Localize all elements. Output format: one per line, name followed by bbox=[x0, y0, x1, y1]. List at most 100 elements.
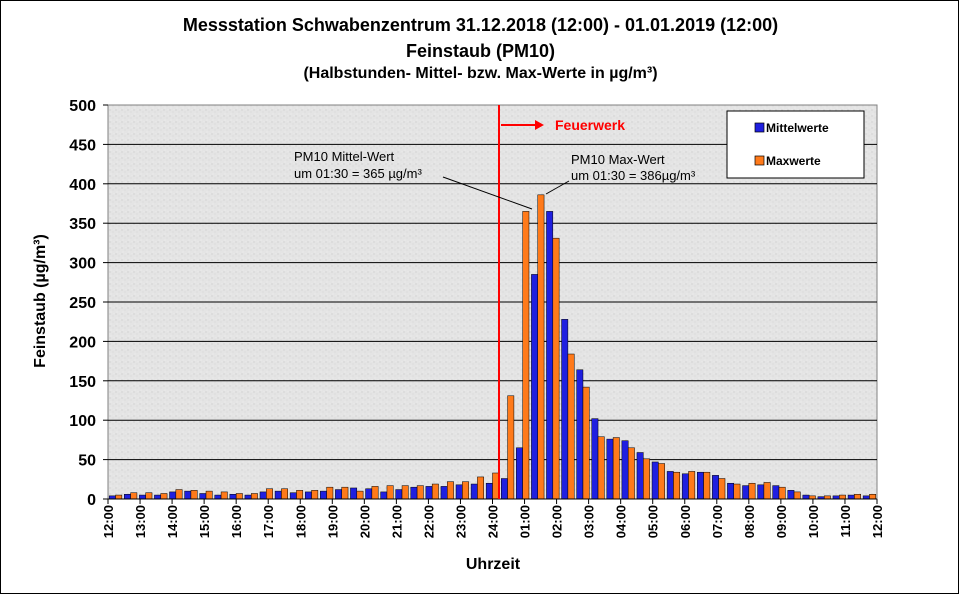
bar-maxwerte-38 bbox=[688, 471, 696, 500]
bar-mittelwerte-27 bbox=[516, 447, 523, 500]
bar-mittelwerte-22 bbox=[440, 486, 448, 500]
x-tick-label: 09:00 bbox=[774, 505, 789, 538]
x-tick-label: 08:00 bbox=[742, 505, 757, 538]
bar-maxwerte-21 bbox=[431, 483, 439, 500]
x-tick-label: 23:00 bbox=[453, 505, 468, 538]
event-arrowhead bbox=[535, 120, 544, 130]
bar-mittelwerte-1 bbox=[124, 494, 131, 500]
x-tick-label: 24:00 bbox=[486, 505, 501, 538]
y-tick-label: 0 bbox=[87, 492, 96, 509]
bar-mittelwerte-18 bbox=[380, 491, 388, 500]
bar-maxwerte-45 bbox=[793, 491, 801, 500]
x-tick-label: 11:00 bbox=[838, 505, 853, 538]
bar-maxwerte-48 bbox=[839, 494, 846, 500]
bar-maxwerte-23 bbox=[462, 481, 469, 500]
mean-note-line2: um 01:30 = 365 µg/m³ bbox=[294, 166, 422, 181]
bar-mittelwerte-35 bbox=[636, 452, 644, 500]
bar-mittelwerte-11 bbox=[274, 490, 282, 500]
bar-maxwerte-28 bbox=[537, 194, 545, 500]
bar-mittelwerte-25 bbox=[485, 482, 493, 500]
x-tick-label: 14:00 bbox=[165, 505, 180, 538]
chart-subtitle: Feinstaub (PM10) bbox=[405, 41, 556, 61]
y-tick-label: 500 bbox=[69, 98, 96, 115]
x-tick-label: 05:00 bbox=[646, 505, 661, 538]
bar-maxwerte-36 bbox=[658, 463, 665, 500]
y-tick-label: 400 bbox=[69, 177, 96, 194]
bar-maxwerte-0 bbox=[115, 494, 123, 500]
bar-maxwerte-14 bbox=[326, 486, 334, 500]
x-tick-label: 12:00 bbox=[101, 505, 116, 538]
bar-mittelwerte-24 bbox=[470, 483, 478, 500]
bar-mittelwerte-39 bbox=[697, 471, 704, 500]
bar-mittelwerte-37 bbox=[666, 471, 674, 500]
x-tick-label: 02:00 bbox=[550, 505, 565, 538]
bars bbox=[108, 194, 877, 500]
x-tick-label: 01:00 bbox=[518, 505, 533, 538]
bar-maxwerte-30 bbox=[567, 353, 575, 500]
y-axis-ticks: 0 50 100 150 200 250 300 350 400 450 500 bbox=[69, 98, 108, 509]
x-tick-label: 10:00 bbox=[806, 505, 821, 538]
bar-maxwerte-29 bbox=[552, 237, 560, 500]
bar-maxwerte-5 bbox=[190, 490, 198, 500]
bar-mittelwerte-46 bbox=[802, 494, 810, 500]
bar-maxwerte-40 bbox=[718, 478, 726, 500]
bar-maxwerte-13 bbox=[311, 490, 319, 500]
legend-label-maxwerte: Maxwerte bbox=[766, 154, 821, 168]
bar-mittelwerte-12 bbox=[289, 492, 297, 500]
x-tick-label: 22:00 bbox=[421, 505, 436, 538]
bar-mittelwerte-34 bbox=[621, 440, 629, 500]
y-tick-label: 200 bbox=[69, 334, 96, 351]
bar-maxwerte-9 bbox=[250, 493, 258, 500]
bar-maxwerte-39 bbox=[703, 471, 711, 500]
x-tick-label: 04:00 bbox=[614, 505, 629, 538]
bar-mittelwerte-36 bbox=[651, 461, 659, 500]
bar-mittelwerte-10 bbox=[259, 491, 267, 500]
bar-maxwerte-6 bbox=[205, 490, 213, 500]
legend: Mittelwerte Maxwerte bbox=[726, 110, 865, 179]
bar-mittelwerte-29 bbox=[546, 211, 554, 500]
bar-maxwerte-24 bbox=[477, 476, 485, 500]
y-tick-label: 450 bbox=[69, 137, 96, 154]
max-note-pointer bbox=[545, 180, 570, 195]
y-tick-label: 50 bbox=[78, 453, 96, 470]
x-tick-label: 20:00 bbox=[357, 505, 372, 538]
bar-maxwerte-50 bbox=[869, 494, 877, 500]
bar-maxwerte-4 bbox=[175, 489, 183, 500]
bar-mittelwerte-2 bbox=[139, 494, 146, 500]
bar-maxwerte-12 bbox=[296, 490, 304, 500]
bar-maxwerte-49 bbox=[854, 494, 861, 500]
bar-mittelwerte-20 bbox=[410, 486, 418, 500]
x-tick-label: 06:00 bbox=[678, 505, 693, 538]
bar-mittelwerte-8 bbox=[229, 494, 237, 500]
x-tick-label: 19:00 bbox=[325, 505, 340, 538]
bar-maxwerte-2 bbox=[145, 492, 153, 500]
bar-mittelwerte-23 bbox=[455, 484, 463, 500]
bar-mittelwerte-43 bbox=[757, 484, 765, 500]
legend-swatch-mittelwerte bbox=[754, 122, 765, 133]
bar-maxwerte-11 bbox=[281, 488, 288, 500]
y-tick-label: 100 bbox=[69, 413, 96, 430]
bar-maxwerte-43 bbox=[763, 482, 771, 500]
bar-mittelwerte-7 bbox=[214, 494, 222, 500]
legend-label-mittelwerte: Mittelwerte bbox=[766, 121, 829, 135]
bar-maxwerte-7 bbox=[220, 491, 228, 500]
bar-mittelwerte-17 bbox=[365, 488, 373, 500]
bar-mittelwerte-4 bbox=[169, 491, 177, 500]
bar-mittelwerte-21 bbox=[425, 486, 433, 500]
y-axis-label: Feinstaub (µg/m³) bbox=[32, 234, 49, 368]
bar-maxwerte-16 bbox=[356, 490, 364, 500]
x-tick-label: 15:00 bbox=[197, 505, 212, 538]
bar-maxwerte-42 bbox=[748, 482, 756, 500]
y-tick-label: 150 bbox=[69, 374, 96, 391]
bar-maxwerte-20 bbox=[416, 485, 424, 500]
bar-maxwerte-41 bbox=[733, 483, 741, 500]
chart-title: Messstation Schwabenzentrum 31.12.2018 (… bbox=[182, 15, 779, 35]
mean-note-pointer bbox=[442, 176, 533, 210]
x-tick-label: 21:00 bbox=[389, 505, 404, 538]
bar-maxwerte-32 bbox=[597, 436, 605, 500]
bar-mittelwerte-6 bbox=[199, 493, 207, 500]
bar-maxwerte-18 bbox=[386, 485, 394, 500]
bar-mittelwerte-42 bbox=[742, 485, 750, 500]
event-label: Feuerwerk bbox=[555, 117, 625, 133]
bar-mittelwerte-44 bbox=[772, 485, 780, 500]
